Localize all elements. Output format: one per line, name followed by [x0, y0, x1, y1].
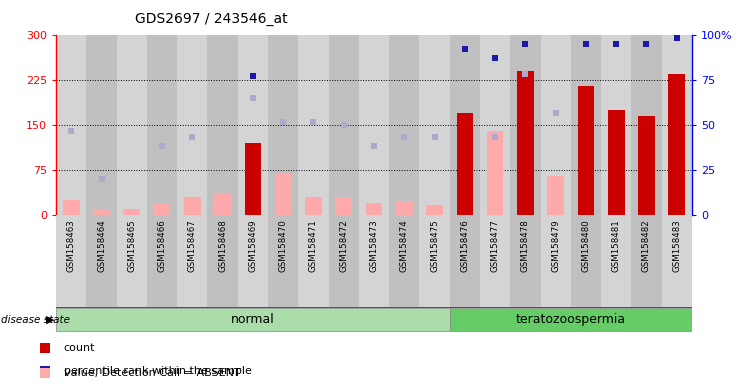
Bar	[541, 215, 571, 307]
Bar	[328, 215, 359, 307]
Bar	[56, 215, 86, 307]
Bar	[86, 35, 117, 215]
Bar	[601, 35, 631, 215]
Bar	[177, 35, 207, 215]
Bar	[389, 215, 420, 307]
Bar	[480, 35, 510, 215]
Text: GSM158470: GSM158470	[279, 220, 288, 272]
Bar	[638, 116, 654, 215]
Bar	[298, 215, 328, 307]
Bar	[571, 215, 601, 307]
Text: GSM158481: GSM158481	[612, 220, 621, 272]
Text: GSM158463: GSM158463	[67, 220, 76, 272]
Bar	[366, 203, 382, 215]
Bar	[56, 308, 450, 331]
Bar	[450, 35, 480, 215]
Text: teratozoospermia: teratozoospermia	[515, 313, 626, 326]
Bar	[396, 202, 413, 215]
Bar	[510, 35, 541, 215]
Bar	[123, 209, 140, 215]
Bar	[359, 35, 389, 215]
Text: GSM158472: GSM158472	[340, 220, 349, 272]
Bar	[177, 215, 207, 307]
Bar	[510, 215, 541, 307]
Bar	[548, 176, 564, 215]
Bar	[480, 215, 510, 307]
Bar	[214, 194, 231, 215]
Bar	[86, 215, 117, 307]
Text: GSM158483: GSM158483	[672, 220, 681, 272]
Bar	[207, 215, 238, 307]
Bar	[245, 143, 261, 215]
Bar	[147, 35, 177, 215]
Text: GSM158476: GSM158476	[460, 220, 469, 272]
Bar	[117, 215, 147, 307]
Text: ▶: ▶	[46, 314, 55, 325]
Bar	[305, 197, 322, 215]
Bar	[335, 197, 352, 215]
Text: normal: normal	[231, 313, 275, 326]
Bar	[662, 215, 692, 307]
Bar	[117, 35, 147, 215]
Bar	[456, 113, 473, 215]
Bar	[631, 35, 662, 215]
Text: GSM158466: GSM158466	[158, 220, 167, 272]
Text: GSM158480: GSM158480	[581, 220, 590, 272]
Bar	[601, 215, 631, 307]
Text: value, Detection Call = ABSENT: value, Detection Call = ABSENT	[64, 368, 240, 378]
Bar	[268, 35, 298, 215]
Bar	[631, 215, 662, 307]
Text: GSM158478: GSM158478	[521, 220, 530, 272]
Text: disease state: disease state	[1, 314, 70, 325]
Bar	[541, 35, 571, 215]
Text: GDS2697 / 243546_at: GDS2697 / 243546_at	[135, 12, 287, 25]
Text: GSM158467: GSM158467	[188, 220, 197, 272]
Bar	[298, 35, 328, 215]
Bar	[669, 74, 685, 215]
Bar	[450, 308, 692, 331]
Text: GSM158479: GSM158479	[551, 220, 560, 272]
Bar	[63, 200, 79, 215]
Bar	[238, 215, 268, 307]
Bar	[571, 35, 601, 215]
Bar	[517, 71, 534, 215]
Bar	[328, 35, 359, 215]
Bar	[389, 35, 420, 215]
Text: GSM158465: GSM158465	[127, 220, 136, 272]
Bar	[420, 215, 450, 307]
Text: GSM158469: GSM158469	[248, 220, 257, 272]
Text: GSM158477: GSM158477	[491, 220, 500, 272]
Bar	[268, 215, 298, 307]
Bar	[207, 35, 238, 215]
Bar	[608, 110, 625, 215]
Text: GSM158482: GSM158482	[642, 220, 651, 272]
Text: percentile rank within the sample: percentile rank within the sample	[64, 366, 251, 376]
Bar	[359, 215, 389, 307]
Text: GSM158471: GSM158471	[309, 220, 318, 272]
Bar	[56, 35, 86, 215]
Bar	[94, 210, 110, 215]
Text: GSM158468: GSM158468	[218, 220, 227, 272]
Text: GSM158473: GSM158473	[370, 220, 378, 272]
Bar	[147, 215, 177, 307]
Text: GSM158474: GSM158474	[399, 220, 408, 272]
Bar	[662, 35, 692, 215]
Text: count: count	[64, 343, 95, 353]
Bar	[238, 35, 268, 215]
Bar	[426, 205, 443, 215]
Bar	[275, 173, 292, 215]
Bar	[577, 86, 594, 215]
Bar	[487, 131, 503, 215]
Text: GSM158464: GSM158464	[97, 220, 106, 272]
Bar	[154, 204, 171, 215]
Text: GSM158475: GSM158475	[430, 220, 439, 272]
Bar	[420, 35, 450, 215]
Bar	[450, 215, 480, 307]
Bar	[184, 197, 200, 215]
